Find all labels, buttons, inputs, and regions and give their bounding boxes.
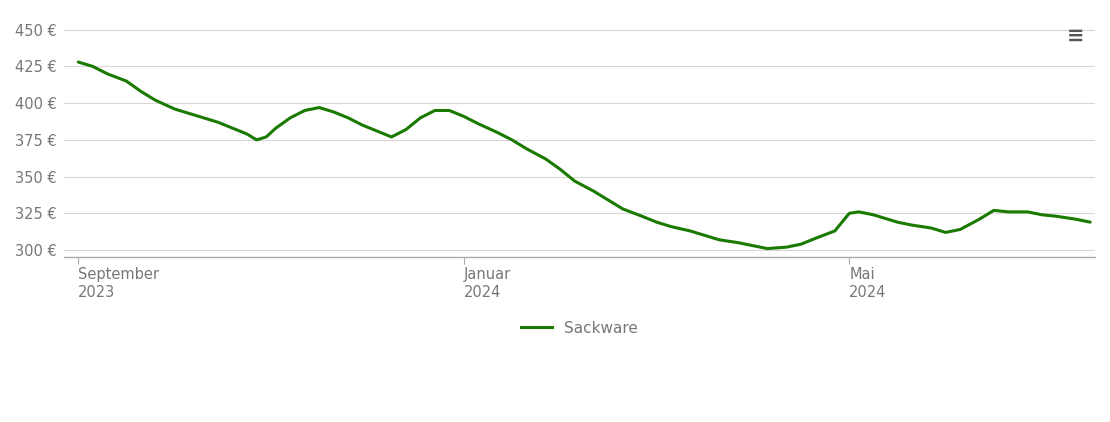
Text: ≡: ≡ (1067, 25, 1084, 45)
Legend: Sackware: Sackware (515, 315, 644, 342)
